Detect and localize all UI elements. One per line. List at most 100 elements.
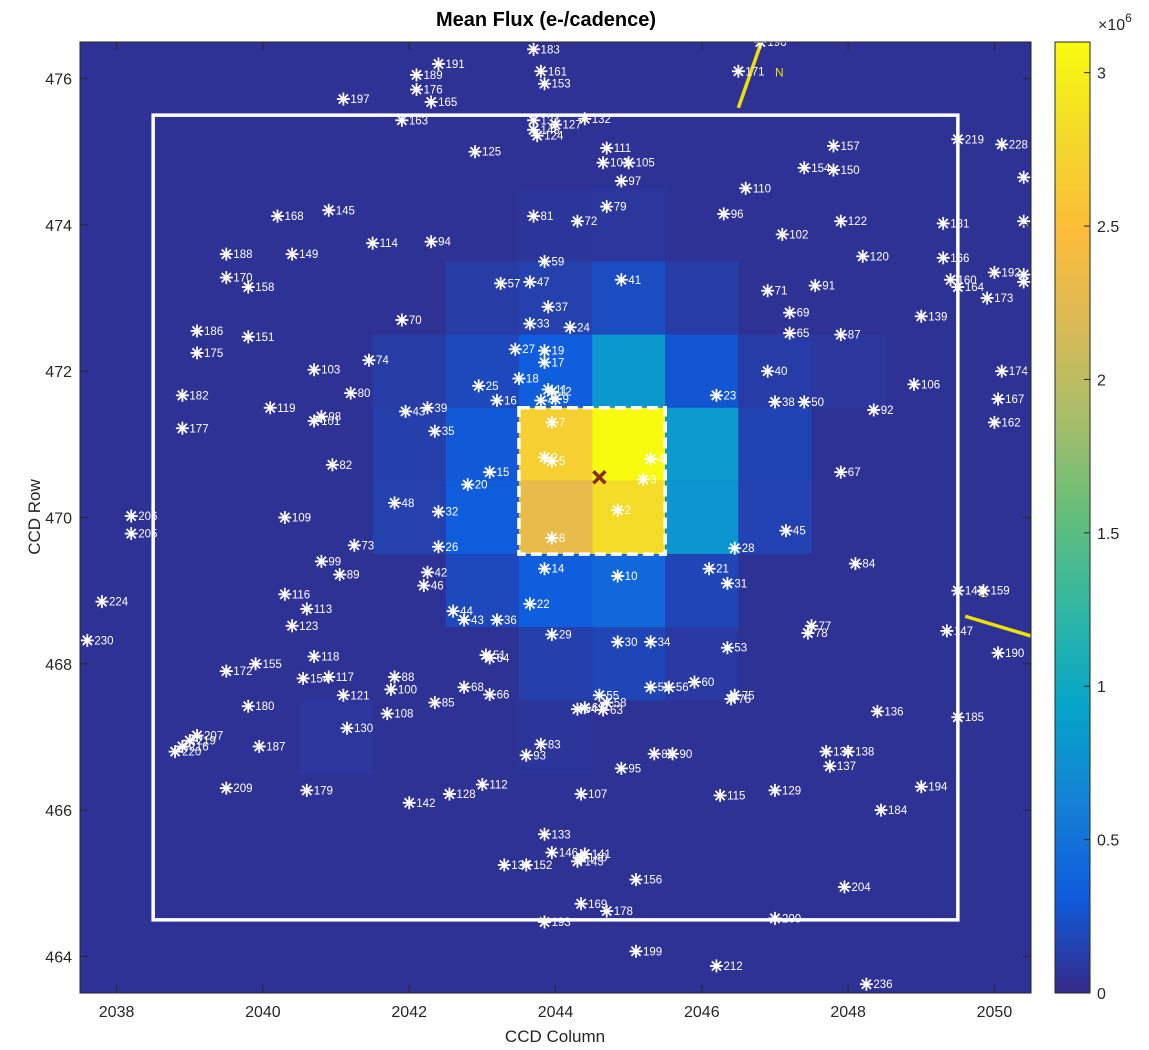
star-marker: 204 [837,880,871,894]
star-label: 12 [559,387,572,399]
star-marker: 236 [859,977,893,991]
star-label: 196 [767,37,786,49]
star-label: 38 [782,397,795,409]
star-marker: 58 [644,680,670,694]
star-marker: 63 [596,703,623,717]
star-label: 85 [442,698,455,710]
star-label: 21 [716,564,729,576]
star-marker: 155 [249,657,282,671]
star-marker [1017,275,1031,289]
star-label: 139 [928,311,947,323]
heatmap-pixel [592,407,666,481]
star-marker: 101 [307,414,340,428]
star-label: 117 [336,672,354,684]
star-marker: 71 [761,284,787,298]
star-label: 22 [537,599,550,611]
star-label: 166 [950,253,969,265]
star-label: 123 [299,621,318,633]
star-label: 147 [954,626,973,638]
heatmap-pixel [665,554,739,628]
star-label: 2 [625,505,631,517]
x-tick-label: 2048 [830,1004,866,1021]
star-label: 206 [138,511,157,523]
star-marker: 42 [420,565,447,579]
star-label: 72 [584,216,597,228]
star-marker: 26 [431,540,458,554]
star-label: 224 [109,597,129,609]
star-label: 186 [204,326,223,338]
heatmap-pixel [518,554,593,628]
star-label: 71 [775,286,788,298]
star-marker: 151 [241,330,274,344]
star-marker: 118 [307,649,339,663]
star-label: 178 [614,906,633,918]
star-marker: 81 [527,209,553,223]
star-label: 17 [552,357,565,369]
star-marker: 206 [124,509,157,523]
compass-north-label: N [775,66,784,80]
star-label: 110 [753,183,771,195]
star-marker: 84 [848,557,876,571]
star-marker: 12 [545,385,572,399]
star-marker: 230 [80,633,114,647]
star-label: 149 [299,249,318,261]
star-label: 173 [994,293,1013,305]
star-marker: 36 [490,613,517,627]
star-marker: 137 [823,759,856,773]
star-marker: 147 [940,624,973,638]
star-label: 212 [723,961,742,973]
star-label: 48 [402,498,415,510]
heatmap-pixel [592,480,666,555]
star-label: 164 [965,282,985,294]
star-marker: 156 [629,873,662,887]
star-marker: 194 [914,780,948,794]
star-label: 111 [614,143,631,155]
heatmap-pixel [592,188,666,262]
star-marker: 200 [768,911,801,925]
star-marker: 27 [508,342,535,356]
heatmap-pixel [372,334,446,408]
x-tick-label: 2044 [538,1004,574,1021]
star-label: 165 [438,97,457,109]
colorbar-tick-label: 0.5 [1097,833,1119,850]
star-marker: 23 [709,388,736,402]
star-label: 171 [745,66,764,78]
star-label: 70 [409,315,422,327]
star-label: 24 [577,322,590,334]
star-marker: 139 [914,309,947,323]
star-label: 191 [445,59,464,71]
star-marker: 108 [380,707,413,721]
heatmap-pixel [445,480,519,555]
y-tick-label: 468 [45,657,72,674]
heatmap-pixel [665,627,739,701]
star-marker: 150 [826,163,860,177]
star-marker: 47 [523,275,550,289]
star-marker: 116 [278,587,310,601]
aperture-outline [517,406,667,556]
star-label: 176 [424,85,443,97]
star-label: 88 [402,672,415,684]
star-marker: 33 [523,317,550,331]
star-marker: 216 [175,739,209,753]
star-marker: 2 [611,503,631,517]
star-label: 200 [782,913,801,925]
star-label: 19 [552,346,565,358]
star-marker: 74 [362,353,389,367]
star-marker: 112 [475,778,508,792]
star-label: 172 [233,666,252,678]
star-marker: 114 [366,236,399,250]
star-label: 101 [321,416,340,428]
star-label: 46 [431,581,444,593]
star-marker: 133 [538,827,571,841]
chart-title: Mean Flux (e-/cadence) [436,9,656,31]
star-marker: 80 [344,386,370,400]
star-label: 193 [552,917,571,929]
heatmap-pixel [445,334,519,408]
star-marker [1017,170,1031,184]
star-label: 124 [544,131,564,143]
star-label: 137 [837,761,856,773]
star-marker: 32 [431,505,458,519]
star-marker: 186 [190,324,223,338]
colorbar [1054,41,1091,994]
